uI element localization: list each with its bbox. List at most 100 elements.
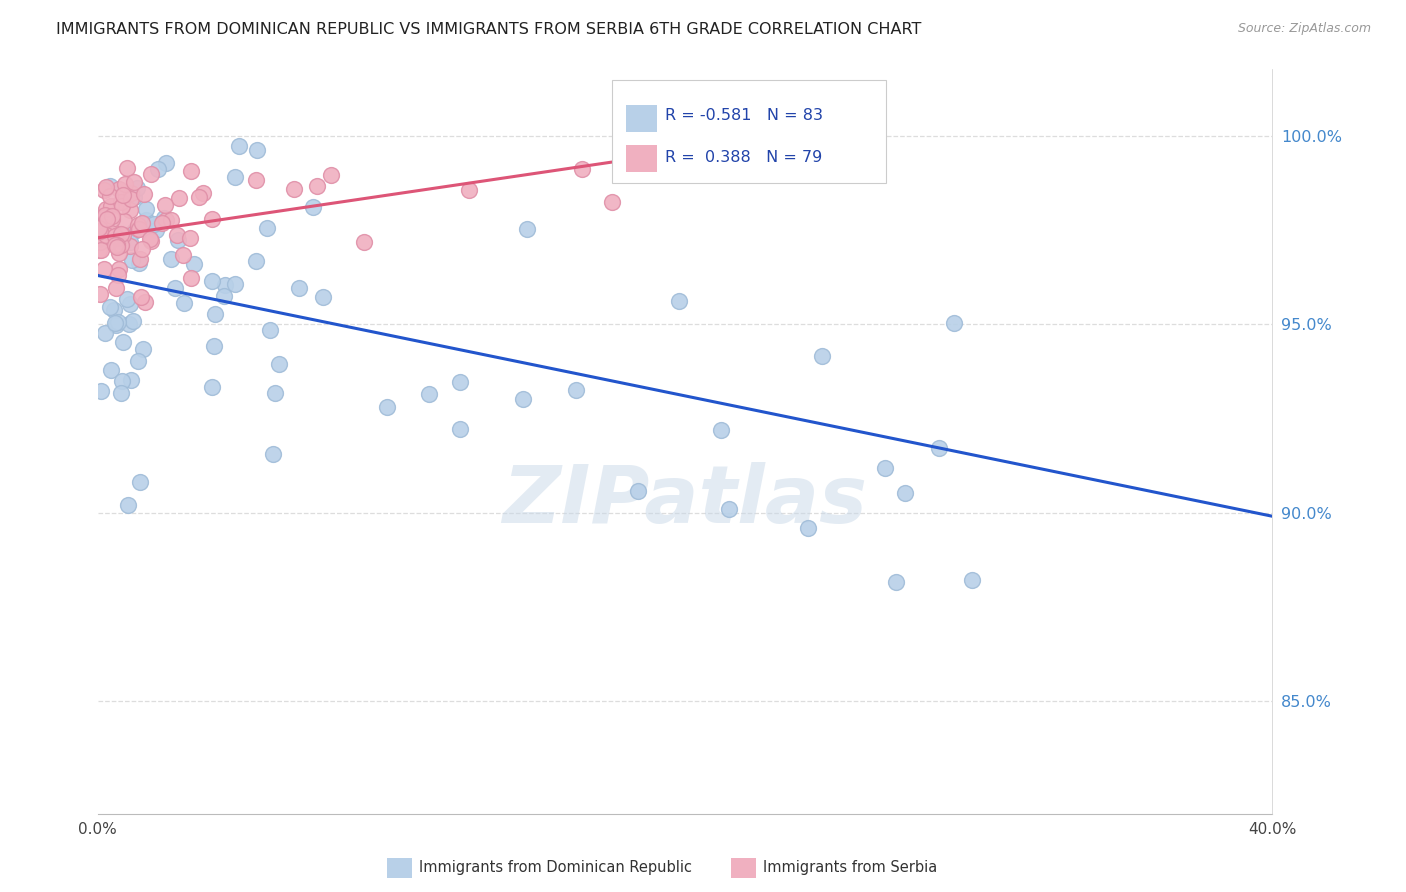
Point (94, 227, 117, 242)
Point (884, 575, 907, 590)
Point (89, 235, 111, 249)
Point (107, 315, 129, 329)
Point (894, 486, 917, 500)
Point (115, 161, 138, 175)
Point (201, 380, 224, 394)
Point (87, 225, 110, 239)
Point (96, 180, 118, 194)
Point (155, 213, 177, 227)
Point (718, 501, 741, 516)
Point (90, 219, 112, 233)
Point (160, 252, 183, 267)
Point (112, 214, 135, 228)
Point (131, 342, 153, 356)
Point (264, 386, 287, 401)
Point (145, 223, 167, 237)
Point (319, 168, 342, 182)
Text: R = -0.581   N = 83: R = -0.581 N = 83 (665, 109, 823, 123)
Point (245, 173, 267, 187)
Point (100, 198, 122, 212)
Point (108, 261, 131, 276)
Point (107, 245, 129, 260)
Point (262, 447, 284, 461)
Point (117, 498, 139, 512)
Point (312, 290, 335, 304)
Point (90, 243, 112, 257)
Point (671, 163, 693, 178)
Point (797, 521, 820, 535)
Point (110, 386, 132, 401)
Point (101, 211, 124, 226)
Point (602, 194, 624, 209)
Point (90, 231, 112, 245)
Point (108, 182, 131, 196)
Point (127, 218, 149, 232)
Point (139, 235, 162, 249)
Point (173, 295, 195, 310)
Point (131, 242, 153, 256)
Point (129, 252, 152, 266)
Point (104, 316, 127, 330)
Point (94, 202, 117, 217)
Point (108, 227, 131, 241)
Point (288, 280, 311, 294)
Point (201, 274, 224, 288)
Point (224, 169, 246, 184)
Point (163, 281, 186, 295)
Point (93, 183, 115, 197)
Point (120, 186, 142, 200)
Point (90, 213, 112, 227)
Point (155, 155, 177, 169)
Text: Source: ZipAtlas.com: Source: ZipAtlas.com (1237, 22, 1371, 36)
Point (120, 373, 142, 387)
Point (159, 213, 181, 227)
Point (124, 224, 146, 238)
Point (110, 195, 132, 210)
Point (167, 191, 190, 205)
Text: Immigrants from Dominican Republic: Immigrants from Dominican Republic (419, 861, 692, 875)
Point (111, 227, 134, 242)
Point (183, 257, 205, 271)
Point (449, 422, 471, 436)
Point (943, 316, 966, 330)
Point (131, 216, 153, 230)
Point (110, 237, 132, 252)
Point (139, 167, 162, 181)
Point (103, 302, 125, 317)
Point (245, 254, 267, 268)
Point (179, 231, 201, 245)
Point (153, 211, 176, 225)
Point (122, 314, 145, 328)
Point (124, 190, 146, 204)
Text: IMMIGRANTS FROM DOMINICAN REPUBLIC VS IMMIGRANTS FROM SERBIA 6TH GRADE CORRELATI: IMMIGRANTS FROM DOMINICAN REPUBLIC VS IM… (56, 22, 921, 37)
Point (127, 222, 149, 236)
Point (89, 224, 111, 238)
Point (960, 573, 983, 587)
Point (90, 384, 112, 398)
Point (166, 233, 188, 247)
Point (135, 202, 157, 216)
Point (111, 374, 134, 388)
Point (246, 143, 269, 157)
Point (202, 339, 225, 353)
Point (710, 423, 733, 437)
Point (512, 392, 534, 406)
Point (121, 252, 143, 267)
Point (100, 188, 122, 202)
Point (93, 262, 115, 277)
Point (256, 221, 278, 235)
Point (120, 192, 142, 206)
Point (111, 334, 134, 349)
Point (449, 376, 471, 390)
Point (117, 292, 139, 306)
Point (128, 475, 150, 490)
Point (98, 178, 121, 193)
Point (114, 177, 136, 191)
Point (143, 218, 166, 232)
Point (928, 441, 950, 455)
Point (191, 186, 214, 200)
Point (89, 243, 111, 257)
Point (128, 256, 150, 270)
Point (90, 230, 112, 244)
Point (122, 175, 145, 189)
